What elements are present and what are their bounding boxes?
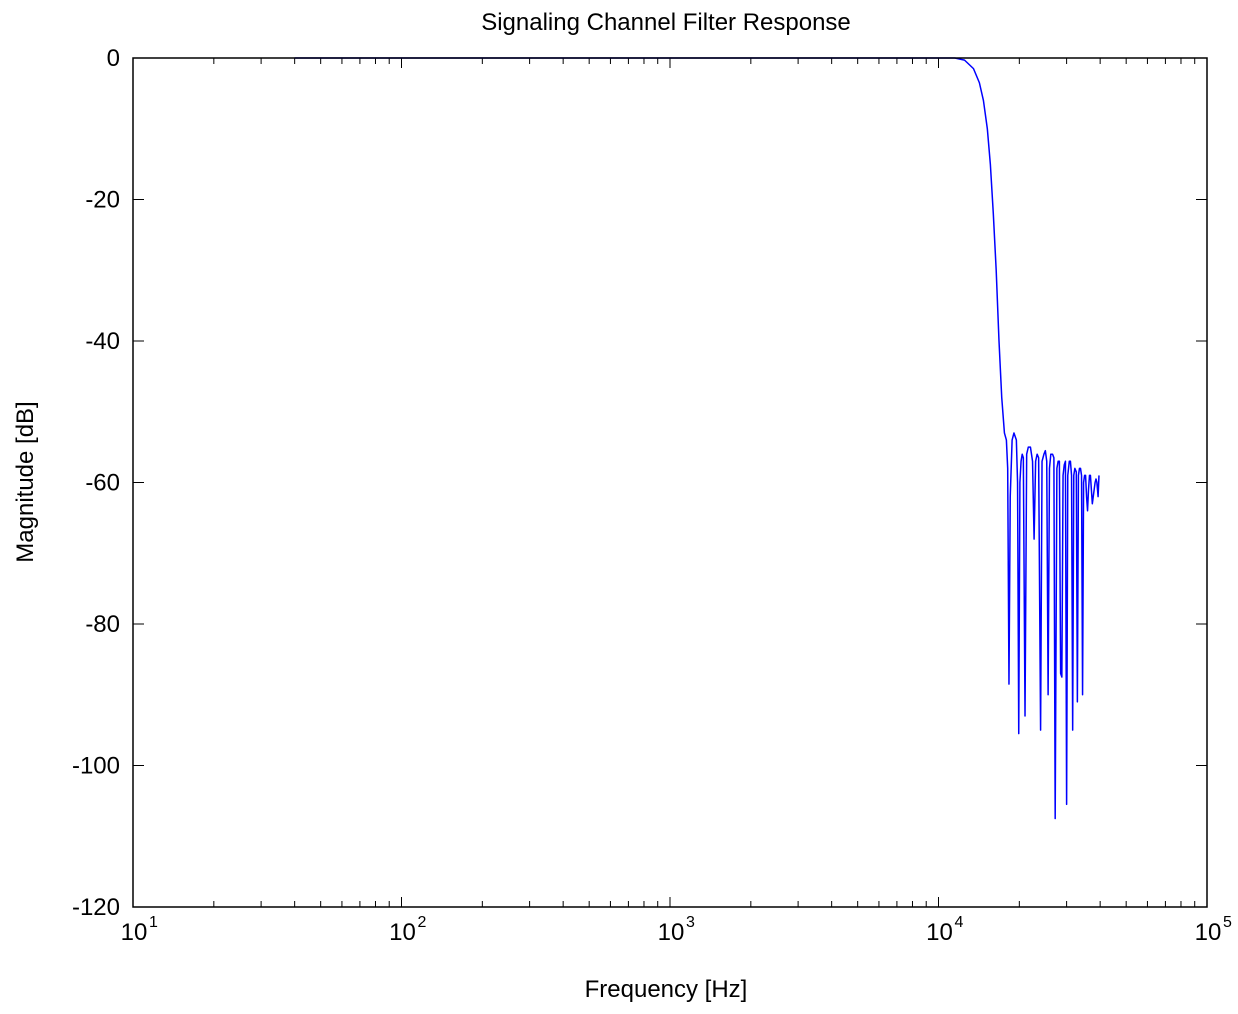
- y-tick-labels: 0 -20 -40 -60 -80 -100 -120: [72, 45, 120, 921]
- x-tick-label: 10: [658, 919, 685, 946]
- series-line: [294, 57, 1100, 820]
- y-tick-label: -100: [72, 753, 120, 780]
- x-tick-exponent: 3: [686, 914, 695, 931]
- y-tick-label: -60: [85, 470, 120, 497]
- series-layer: [294, 57, 1100, 820]
- x-tick-label: 10: [121, 919, 148, 946]
- x-tick-label: 10: [389, 919, 416, 946]
- y-tick-label: -120: [72, 894, 120, 921]
- x-tick-exponent: 4: [955, 914, 964, 931]
- plot-frame: [132, 57, 1208, 908]
- y-tick-label: -40: [85, 328, 120, 355]
- y-axis-label: Magnitude [dB]: [12, 401, 39, 562]
- x-tick-exponent: 1: [149, 914, 158, 931]
- x-tick-label: 10: [926, 919, 953, 946]
- y-tick-label: 0: [107, 45, 120, 72]
- x-tick-label: 10: [1195, 919, 1222, 946]
- x-axis-label: Frequency [Hz]: [585, 976, 748, 1003]
- chart-title: Signaling Channel Filter Response: [481, 9, 851, 36]
- plot-area: [133, 58, 1207, 907]
- x-tick-labels: 10 1 10 2 10 3 10 4 10 5: [121, 914, 1232, 946]
- x-tick-exponent: 5: [1223, 914, 1232, 931]
- y-tick-label: -80: [85, 611, 120, 638]
- x-tick-exponent: 2: [418, 914, 427, 931]
- y-tick-label: -20: [85, 187, 120, 214]
